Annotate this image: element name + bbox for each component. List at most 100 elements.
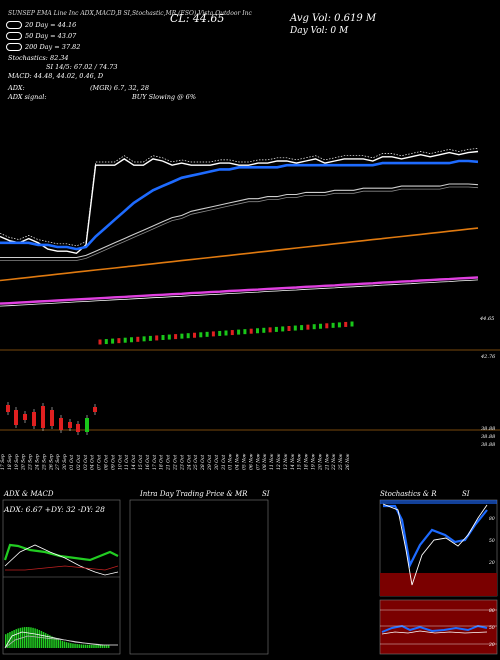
macd-histogram-bar <box>89 644 91 648</box>
macd-histogram-bar <box>80 644 83 648</box>
macd-histogram-bar <box>23 627 26 648</box>
price-label-top: 44.65 <box>479 316 494 322</box>
candle <box>14 410 18 425</box>
header-line: SUNSEP EMA Line Inc ADX,MACD,B SI,Stocha… <box>8 10 252 17</box>
x-tick-label: 07 Oct <box>97 455 103 470</box>
macd-signal-line <box>4 635 118 649</box>
si-signal-line <box>381 630 488 635</box>
macd-histogram-bar <box>53 637 55 648</box>
price-label-low2: 38.88 <box>481 434 495 440</box>
candle <box>111 338 115 344</box>
x-tick-label: 05 Nov <box>242 453 248 470</box>
x-tick-label: 11 Oct <box>124 455 130 470</box>
x-tick-label: 12 Nov <box>276 453 282 470</box>
macd-histogram-bar <box>65 642 68 648</box>
x-tick-label: 22 Oct <box>173 455 179 471</box>
candle <box>337 322 341 328</box>
x-tick-label: 26 Nov <box>345 453 351 471</box>
legend-50-day: 50 Day = 43.07 <box>6 32 76 40</box>
x-tick-label: 30 Oct <box>214 455 220 470</box>
x-tick-label: 27 Sep <box>55 454 61 471</box>
candle <box>148 335 152 341</box>
mgr-value: (MGR) 6.7, 32, 28 <box>90 84 150 92</box>
macd-histogram-bar <box>42 632 45 648</box>
avg-vol-label: Avg Vol: 0.619 M <box>290 13 377 24</box>
candle <box>331 322 335 328</box>
candle <box>306 324 310 330</box>
macd-histogram-bar <box>51 636 53 648</box>
x-tick-label: 01 Nov <box>228 453 234 470</box>
candle <box>123 337 127 343</box>
x-tick-label: 29 Oct <box>207 455 213 471</box>
macd-histogram-bar <box>38 630 41 648</box>
macd-histogram-bar <box>61 640 64 648</box>
x-tick-label: 31 Oct <box>221 455 227 470</box>
price-label-low1: 38.88 <box>481 426 495 432</box>
candle <box>130 337 133 343</box>
candle <box>93 407 97 412</box>
macd-histogram-bar <box>36 629 38 648</box>
lower-panels: 80 50 20 80 50 20 <box>2 499 498 655</box>
adx-signal-line <box>5 565 119 571</box>
x-tick-label: 23 Oct <box>179 455 185 471</box>
adx-panel-title: ADX & MACD <box>3 490 54 498</box>
macd-histogram-bar <box>59 640 62 648</box>
buy-signal: BUY Slowing @ 6% <box>132 93 196 101</box>
macd-histogram-bar <box>17 628 20 648</box>
stoch-tick-label: 80 <box>489 516 495 522</box>
macd-histogram-bar <box>72 643 74 648</box>
candle <box>161 335 165 340</box>
candle <box>350 321 354 327</box>
macd-histogram-bar <box>86 644 89 648</box>
series-line-200-day <box>0 227 479 282</box>
x-axis: 17 Sep 18 Sep 19 Sep 20 Sep 23 Sep 24 Sep 25 S… <box>0 453 351 471</box>
x-tick-label: 19 Sep <box>14 454 20 470</box>
x-tick-label: 24 Oct <box>186 455 192 471</box>
adx-label: ADX: <box>8 84 25 92</box>
candle <box>186 333 190 339</box>
macd-histogram-bar <box>15 629 17 648</box>
candle <box>224 330 228 336</box>
candle <box>41 406 45 428</box>
candle <box>98 339 102 345</box>
candle <box>312 324 316 330</box>
stoch-overbought-zone <box>380 500 497 504</box>
macd-histogram-bar <box>97 644 99 648</box>
intraday-panel-si: SI <box>262 490 270 498</box>
x-tick-label: 07 Nov <box>255 453 261 470</box>
x-tick-label: 23 Sep <box>28 454 34 471</box>
candle <box>68 422 72 428</box>
macd-histogram-bar <box>93 644 95 648</box>
stoch-panel-si: SI <box>462 490 470 498</box>
candle <box>174 334 178 340</box>
x-tick-label: 25 Sep <box>41 454 47 471</box>
x-tick-label: 21 Nov <box>324 453 330 471</box>
candle <box>193 332 196 338</box>
candle <box>268 327 272 333</box>
macd-value: MACD: 44.48, 44.02, 0.46, D <box>8 72 104 80</box>
series-line-close <box>0 150 479 255</box>
macd-histogram-bar <box>32 627 34 648</box>
price-chart <box>0 148 479 307</box>
x-tick-label: 26 Sep <box>48 454 54 471</box>
macd-histogram-bar <box>19 627 22 648</box>
macd-histogram-bar <box>70 643 72 648</box>
macd-histogram-bar <box>76 644 78 648</box>
adx-panel-subtitle: ADX: 6.67 +DY: 32 -DY: 28 <box>3 505 105 514</box>
candle <box>249 328 253 334</box>
macd-histogram-bar <box>5 634 7 648</box>
macd-histogram-bar <box>28 627 30 648</box>
macd-histogram-bar <box>74 643 76 648</box>
mini-candles <box>0 321 500 435</box>
candle <box>325 323 329 329</box>
intraday-panel-frame <box>129 499 269 655</box>
candle <box>344 321 348 327</box>
stoch-d-line <box>382 503 488 586</box>
x-tick-label: 04 Oct <box>90 455 96 470</box>
adx-signal-label: ADX signal: <box>8 93 47 101</box>
x-tick-label: 08 Nov <box>262 453 268 470</box>
series-line-50-day <box>0 183 479 259</box>
candle <box>167 334 171 340</box>
macd-histogram-bar <box>101 644 104 648</box>
